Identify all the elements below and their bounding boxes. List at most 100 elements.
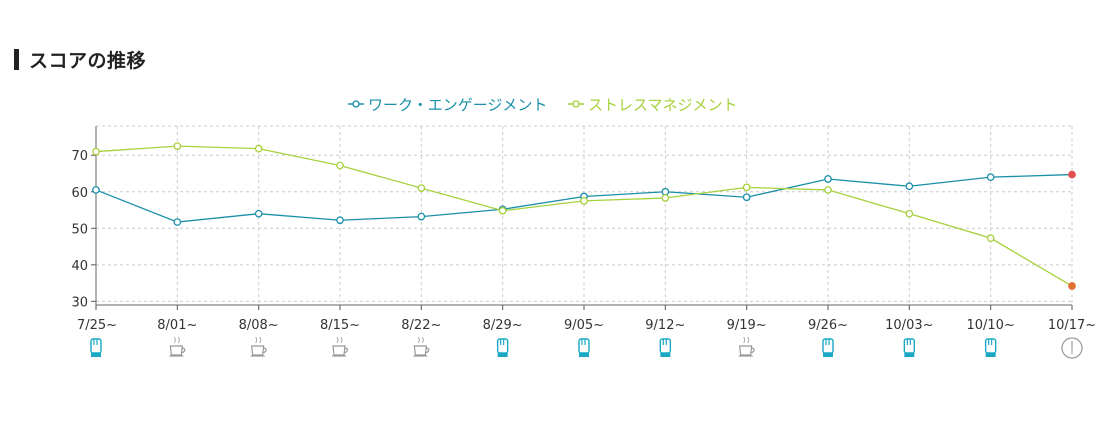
cup-handle: [344, 347, 349, 354]
cup-body: [169, 345, 184, 356]
legend-item: ストレスマネジメント: [568, 96, 738, 114]
hand-palm: [903, 338, 916, 354]
legend-label: ワーク・エンゲージメント: [368, 96, 547, 114]
cup-handle: [425, 347, 430, 354]
x-tick-label: 9/05~: [564, 318, 604, 333]
legend-swatch-point: [352, 100, 360, 108]
data-point: [173, 142, 182, 150]
hand-icon: [496, 338, 509, 357]
cup-steam: [743, 336, 750, 344]
hand-cuff: [660, 353, 671, 357]
data-point: [254, 144, 263, 153]
x-tick-label: 8/08~: [239, 318, 279, 333]
x-tick-label: 10/10~: [966, 318, 1014, 333]
cup-steam: [417, 336, 424, 344]
section-heading: スコアの推移: [14, 46, 146, 72]
x-tick-label: 8/01~: [157, 318, 197, 333]
data-point: [824, 175, 832, 183]
coffee-icon: [169, 336, 186, 357]
hand-cuff: [91, 353, 101, 357]
data-point: [336, 216, 344, 225]
hand-palm: [822, 338, 834, 354]
data-point: [742, 183, 751, 192]
data-point: [92, 147, 100, 156]
x-tick-label: 8/15~: [320, 318, 360, 333]
x-tick-label: 9/19~: [727, 318, 767, 333]
hand-cuff: [497, 353, 508, 357]
y-tick-label: 30: [71, 295, 88, 310]
cup-body: [250, 345, 265, 356]
cup-body: [413, 345, 428, 356]
x-tick-label: 9/12~: [645, 318, 685, 333]
hand-icon: [90, 338, 102, 357]
data-point: [498, 206, 507, 215]
hand-palm: [984, 338, 997, 354]
cup-steam: [255, 336, 262, 344]
x-tick-label: 10/03~: [885, 318, 933, 333]
x-tick-label: 10/17~: [1048, 318, 1096, 333]
cup-body: [738, 345, 753, 356]
data-point: [661, 194, 670, 202]
cup-handle: [263, 347, 267, 354]
x-tick-label: 8/22~: [401, 318, 441, 333]
data-point: [742, 193, 751, 202]
coffee-icon: [413, 336, 430, 357]
data-point: [173, 218, 182, 226]
section-title: スコアの推移: [29, 49, 147, 72]
data-point: [1068, 170, 1076, 179]
hand-cuff: [985, 353, 996, 357]
hand-palm: [496, 338, 509, 354]
coffee-icon: [738, 336, 755, 357]
y-tick-label: 40: [71, 259, 88, 274]
hand-icon: [822, 338, 834, 357]
data-point: [824, 186, 832, 194]
data-point: [336, 161, 344, 170]
clock-icon: [1061, 337, 1083, 359]
hand-icon: [578, 338, 590, 357]
coffee-icon: [332, 336, 349, 357]
data-point: [1068, 282, 1076, 290]
chart-series: [92, 142, 1076, 290]
legend-label: ストレスマネジメント: [588, 96, 738, 114]
cup-steam: [336, 336, 343, 344]
data-point: [580, 197, 588, 205]
hand-palm: [578, 338, 590, 354]
hand-icon: [659, 338, 672, 357]
x-tick-label: 7/25~: [77, 318, 117, 333]
hand-icon: [903, 338, 916, 357]
heading-accent-bar: [14, 48, 19, 70]
y-tick-label: 70: [71, 149, 88, 164]
cup-handle: [751, 347, 755, 354]
chart-grid: [95, 125, 1073, 305]
data-point: [905, 182, 914, 191]
legend-swatch-point: [572, 100, 580, 108]
x-axis-labels: 7/25~ 8/01~ 8/08~ 8/15~ 8/22~ 8/29~ 9/05~ 9/12~…: [77, 318, 1096, 333]
x-tick-label: 8/29~: [483, 318, 523, 333]
cup-handle: [181, 347, 186, 354]
data-point: [986, 173, 995, 181]
hand-palm: [90, 338, 102, 354]
data-point: [661, 187, 670, 196]
data-point: [417, 184, 426, 192]
coffee-icon: [250, 336, 267, 357]
hand-cuff: [579, 353, 589, 357]
cup-body: [332, 345, 346, 356]
data-point: [254, 209, 263, 218]
x-tick-label: 9/26~: [808, 318, 848, 333]
data-point: [986, 234, 995, 242]
data-point: [417, 212, 426, 221]
week-icons: [90, 336, 1083, 359]
y-tick-label: 50: [71, 222, 88, 237]
data-point: [92, 186, 100, 194]
legend-item: ワーク・エンゲージメント: [348, 96, 547, 114]
chart-axes: 30 40 50 60 70: [71, 126, 1073, 310]
hand-cuff: [904, 353, 915, 357]
cup-steam: [173, 336, 180, 344]
data-point: [905, 209, 914, 218]
y-tick-label: 60: [71, 186, 88, 201]
hand-cuff: [823, 353, 833, 357]
chart-legend: ワーク・エンゲージメント ストレスマネジメント: [348, 96, 738, 114]
hand-palm: [659, 338, 672, 354]
hand-icon: [984, 338, 997, 357]
